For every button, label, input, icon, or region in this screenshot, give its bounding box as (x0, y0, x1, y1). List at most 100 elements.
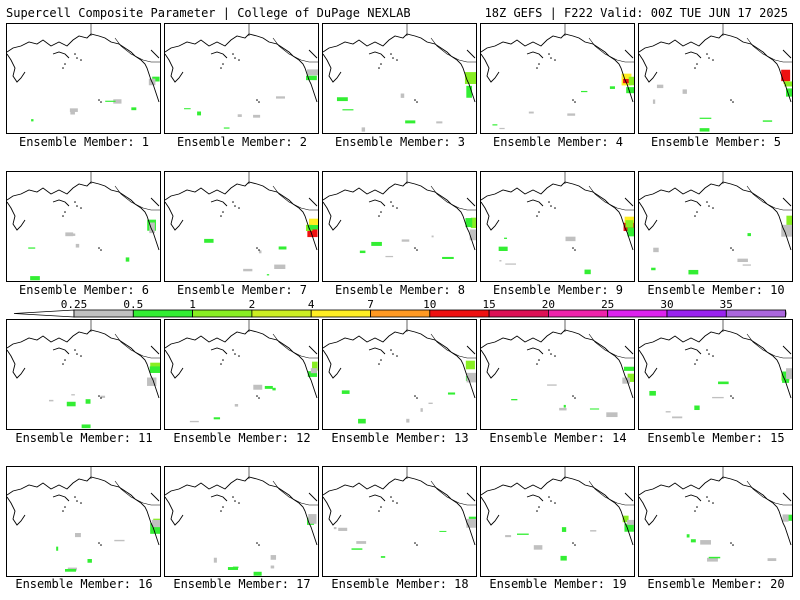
coastline (150, 49, 160, 59)
colorbar-tick-label: 30 (660, 298, 674, 311)
scp-shading (264, 385, 273, 389)
member-label: Ensemble Member: 5 (650, 135, 782, 149)
scp-shading (499, 127, 505, 130)
panel-map (639, 467, 792, 562)
model-run-info: 18Z GEFS | F222 Valid: 00Z TUE JUN 17 20… (484, 6, 788, 20)
scp-shading (590, 530, 597, 532)
coastline (210, 199, 228, 207)
scp-shading (333, 527, 337, 530)
coastline (624, 492, 634, 502)
scp-shading (184, 108, 191, 110)
island (396, 355, 398, 357)
coastline (52, 494, 70, 502)
coastline (323, 33, 476, 103)
scp-shading (464, 72, 476, 84)
island (64, 63, 66, 65)
scp-shading (310, 368, 317, 374)
scp-shading (341, 390, 350, 394)
scp-shading (624, 523, 634, 532)
island (80, 355, 82, 357)
island (76, 500, 78, 502)
border-line (430, 37, 476, 63)
colorbar-tick-label: 0.5 (123, 298, 144, 311)
scp-shading (626, 87, 634, 94)
border-line (746, 185, 792, 211)
scp-shading (652, 99, 656, 104)
scp-shading (336, 97, 348, 102)
scp-shading (197, 111, 202, 116)
scp-shading (606, 412, 618, 418)
scp-shading (559, 407, 567, 411)
scp-shading (431, 235, 434, 238)
scp-shading (131, 107, 137, 111)
scp-shading (649, 390, 656, 396)
island (74, 201, 76, 203)
island (730, 395, 732, 397)
member-label: Ensemble Member: 2 (176, 135, 308, 149)
island (76, 205, 78, 207)
coastline (782, 197, 792, 207)
coastline (639, 329, 792, 399)
island (390, 349, 392, 351)
scp-shading (511, 398, 518, 401)
coastline (165, 496, 184, 526)
island (64, 506, 66, 508)
scp-shading (653, 247, 659, 253)
ensemble-panel (480, 171, 635, 282)
island (380, 506, 382, 508)
island (706, 53, 708, 55)
panel-map (7, 467, 160, 572)
island (416, 544, 418, 546)
ensemble-panel (480, 466, 635, 577)
coastline (639, 53, 658, 83)
scp-shading (213, 557, 217, 563)
scp-shading (405, 120, 416, 124)
panel-map (7, 172, 160, 281)
scp-shading (68, 233, 76, 236)
scp-shading (85, 399, 91, 404)
island (538, 506, 540, 508)
scp-shading (351, 548, 363, 550)
island (548, 201, 550, 203)
ensemble-panel (6, 319, 161, 430)
ensemble-panel (638, 319, 793, 430)
panel-map (7, 320, 160, 429)
coastline (165, 181, 318, 251)
ensemble-panel (322, 23, 477, 134)
member-label: Ensemble Member: 6 (18, 283, 150, 297)
ensemble-panel (322, 171, 477, 282)
island (554, 207, 556, 209)
island (708, 57, 710, 59)
scp-shading (253, 114, 261, 118)
colorbar-segment (251, 309, 312, 318)
scp-shading (656, 84, 664, 89)
scp-shading (270, 565, 275, 569)
coastline (624, 49, 634, 59)
island (536, 363, 538, 365)
scp-shading (114, 539, 125, 542)
island (572, 395, 574, 397)
coastline (210, 51, 228, 59)
scp-shading (699, 128, 710, 132)
scp-shading (356, 541, 367, 544)
coastline (526, 199, 544, 207)
coastline (308, 345, 318, 355)
scp-shading (786, 368, 792, 379)
coastline (323, 201, 342, 231)
scp-shading (547, 384, 557, 386)
scp-shading (64, 569, 76, 572)
island (550, 57, 552, 59)
scp-shading (71, 394, 75, 396)
scp-shading (466, 518, 476, 528)
border-line (746, 333, 792, 359)
coastline (210, 494, 228, 502)
border-line (114, 37, 160, 63)
island (238, 59, 240, 61)
coastline (466, 345, 476, 355)
border-line (114, 333, 160, 359)
scp-shading (75, 243, 80, 248)
scp-shading (625, 220, 634, 228)
border-line (588, 185, 634, 211)
island (550, 353, 552, 355)
scp-shading (31, 119, 34, 122)
